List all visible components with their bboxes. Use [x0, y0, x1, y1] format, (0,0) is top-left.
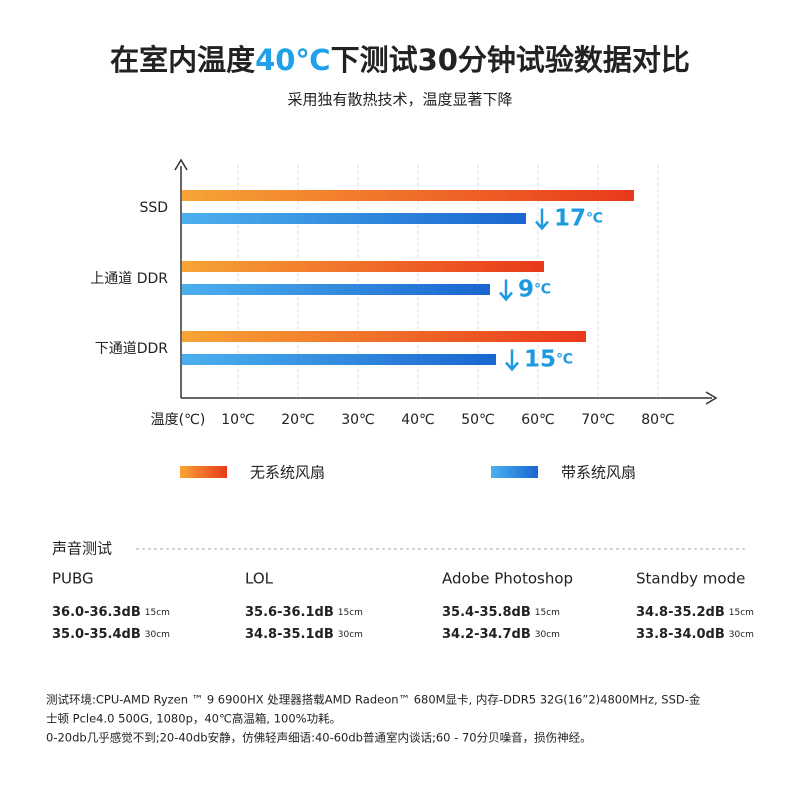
- annotation-unit: ℃: [586, 211, 603, 227]
- y-axis-arrow: [174, 158, 188, 171]
- distance: 15cm: [729, 608, 754, 618]
- bar: [182, 190, 634, 201]
- distance: 15cm: [338, 608, 363, 618]
- sound-level: 33.8-34.0dB 30cm: [636, 627, 754, 642]
- distance: 15cm: [145, 608, 170, 618]
- bar: [182, 261, 544, 272]
- annotation: 15℃: [524, 346, 573, 372]
- x-tick-label: 10℃: [221, 412, 255, 428]
- legend-label: 带系统风扇: [561, 464, 636, 482]
- distance: 30cm: [338, 630, 363, 640]
- sound-level: 35.6-36.1dB 15cm: [245, 605, 363, 620]
- level: 34.2-34.7dB: [442, 627, 531, 642]
- x-axis-arrow: [705, 391, 718, 405]
- x-tick-label: 50℃: [461, 412, 495, 428]
- title-part: 在室内温度: [110, 43, 255, 77]
- distance: 30cm: [145, 630, 170, 640]
- annotation-value: 17: [554, 205, 586, 231]
- column-name: LOL: [245, 570, 274, 588]
- column-name: Adobe Photoshop: [442, 570, 573, 588]
- annotation-unit: ℃: [556, 352, 573, 368]
- bar: [182, 284, 490, 295]
- level: 35.6-36.1dB: [245, 605, 334, 620]
- bar: [182, 331, 586, 342]
- footnote: 测试环境:CPU-AMD Ryzen ™ 9 6900HX 处理器搭载AMD R…: [46, 693, 701, 707]
- annotation-arrow: [505, 349, 519, 372]
- level: 34.8-35.1dB: [245, 627, 334, 642]
- level: 36.0-36.3dB: [52, 605, 141, 620]
- sound-level: 34.8-35.2dB 15cm: [636, 605, 754, 620]
- y-tick-label: SSD: [139, 200, 168, 216]
- distance: 30cm: [729, 630, 754, 640]
- annotation-arrow: [535, 208, 549, 231]
- sound-level: 34.2-34.7dB 30cm: [442, 627, 560, 642]
- legend-label: 无系统风扇: [250, 464, 325, 482]
- distance: 30cm: [535, 630, 560, 640]
- level: 33.8-34.0dB: [636, 627, 725, 642]
- distance: 15cm: [535, 608, 560, 618]
- x-tick-label: 80℃: [641, 412, 675, 428]
- level: 35.0-35.4dB: [52, 627, 141, 642]
- footnote: 0-20db几乎感觉不到;20-40db安静，仿佛轻声细语:40-60db普通室…: [46, 731, 592, 745]
- x-tick-label: 30℃: [341, 412, 375, 428]
- annotation-arrow: [499, 279, 513, 302]
- title-highlight: 40℃: [255, 43, 330, 77]
- x-tick-label: 20℃: [281, 412, 315, 428]
- bar: [182, 213, 526, 224]
- level: 34.8-35.2dB: [636, 605, 725, 620]
- section-heading: 声音测试: [52, 540, 112, 558]
- x-axis-label: 温度(℃): [151, 412, 206, 428]
- annotation: 9℃: [518, 276, 551, 302]
- annotation-value: 9: [518, 276, 534, 302]
- title: 在室内温度40℃下测试30分钟试验数据对比: [110, 43, 690, 77]
- sound-level: 35.4-35.8dB 15cm: [442, 605, 560, 620]
- column-name: PUBG: [52, 570, 94, 588]
- title-part: 下测试30分钟试验数据对比: [331, 43, 690, 77]
- level: 35.4-35.8dB: [442, 605, 531, 620]
- x-tick-label: 70℃: [581, 412, 615, 428]
- annotation-value: 15: [524, 346, 556, 372]
- sound-level: 36.0-36.3dB 15cm: [52, 605, 170, 620]
- legend-swatch: [491, 466, 538, 478]
- bar: [182, 354, 496, 365]
- subtitle: 采用独有散热技术，温度显著下降: [287, 91, 512, 109]
- sound-level: 34.8-35.1dB 30cm: [245, 627, 363, 642]
- annotation: 17℃: [554, 205, 603, 231]
- footnote: 士顿 Pcle4.0 500G, 1080p，40℃高温箱, 100%功耗。: [46, 712, 341, 726]
- x-tick-label: 60℃: [521, 412, 555, 428]
- y-tick-label: 下通道DDR: [95, 341, 169, 357]
- x-tick-label: 40℃: [401, 412, 435, 428]
- column-name: Standby mode: [636, 570, 745, 588]
- sound-level: 35.0-35.4dB 30cm: [52, 627, 170, 642]
- legend-swatch: [180, 466, 227, 478]
- annotation-unit: ℃: [534, 282, 551, 298]
- y-tick-label: 上通道 DDR: [90, 271, 168, 287]
